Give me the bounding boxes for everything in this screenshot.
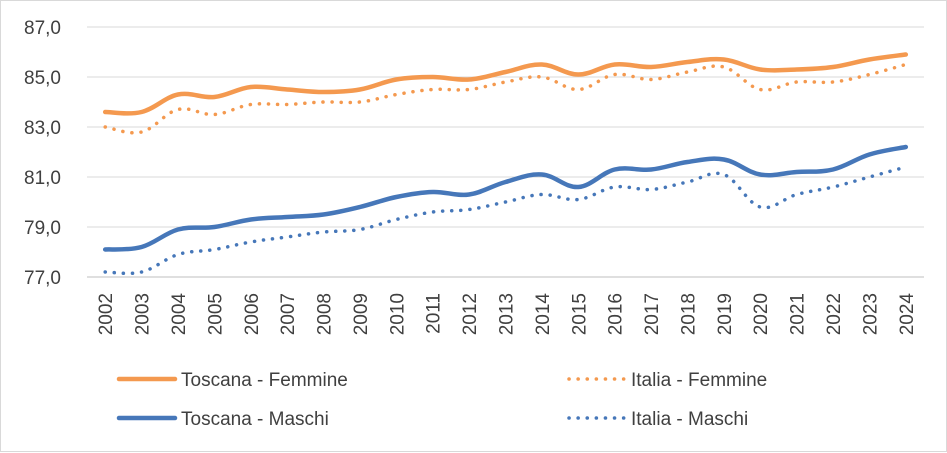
x-tick-label: 2007 (278, 293, 299, 335)
y-tick-label: 85,0 (24, 68, 61, 89)
x-tick-label: 2021 (788, 293, 809, 335)
x-tick-label: 2014 (533, 293, 554, 336)
series-line (103, 62, 908, 135)
x-tick-label: 2003 (133, 293, 154, 335)
legend-label: Italia - Maschi (631, 409, 748, 430)
x-tick-label: 2006 (242, 293, 263, 335)
x-tick-label: 2024 (897, 293, 918, 336)
x-tick-label: 2009 (351, 293, 372, 335)
y-tick-label: 83,0 (24, 118, 61, 139)
x-tick-label: 2016 (606, 293, 627, 335)
x-tick-label: 2011 (424, 293, 445, 334)
x-tick-label: 2013 (497, 293, 518, 335)
x-tick-label: 2002 (96, 293, 117, 335)
legend-label: Toscana - Maschi (181, 409, 329, 430)
x-tick-label: 2012 (460, 293, 481, 335)
x-tick-label: 2005 (205, 293, 226, 335)
x-tick-label: 2017 (642, 293, 663, 335)
y-tick-label: 79,0 (24, 218, 61, 239)
series-line (102, 52, 909, 116)
series-line (102, 144, 909, 252)
y-axis-ticks: 77,0 79,0 81,0 83,0 85,0 87,0 (24, 18, 61, 289)
x-tick-label: 2018 (678, 293, 699, 335)
series-line (103, 165, 908, 276)
x-tick-label: 2022 (824, 293, 845, 335)
x-tick-label: 2020 (751, 293, 772, 335)
series-lines (102, 52, 909, 276)
x-tick-label: 2008 (315, 293, 336, 335)
legend: Toscana - Femmine Italia - Femmine Toscana… (116, 370, 767, 430)
y-tick-label: 87,0 (24, 18, 61, 39)
legend-label: Toscana - Femmine (181, 370, 348, 391)
x-tick-label: 2015 (569, 293, 590, 335)
y-tick-label: 81,0 (24, 168, 61, 189)
x-axis-ticks: 2002 2003 2004 2005 2006 2007 2008 2009 2010 2011… (96, 293, 918, 336)
x-tick-label: 2004 (169, 293, 190, 336)
x-tick-label: 2019 (715, 293, 736, 335)
x-tick-label: 2023 (860, 293, 881, 335)
legend-label: Italia - Femmine (631, 370, 767, 391)
y-tick-label: 77,0 (24, 268, 61, 289)
gridlines (87, 26, 924, 228)
x-tick-label: 2010 (387, 293, 408, 335)
